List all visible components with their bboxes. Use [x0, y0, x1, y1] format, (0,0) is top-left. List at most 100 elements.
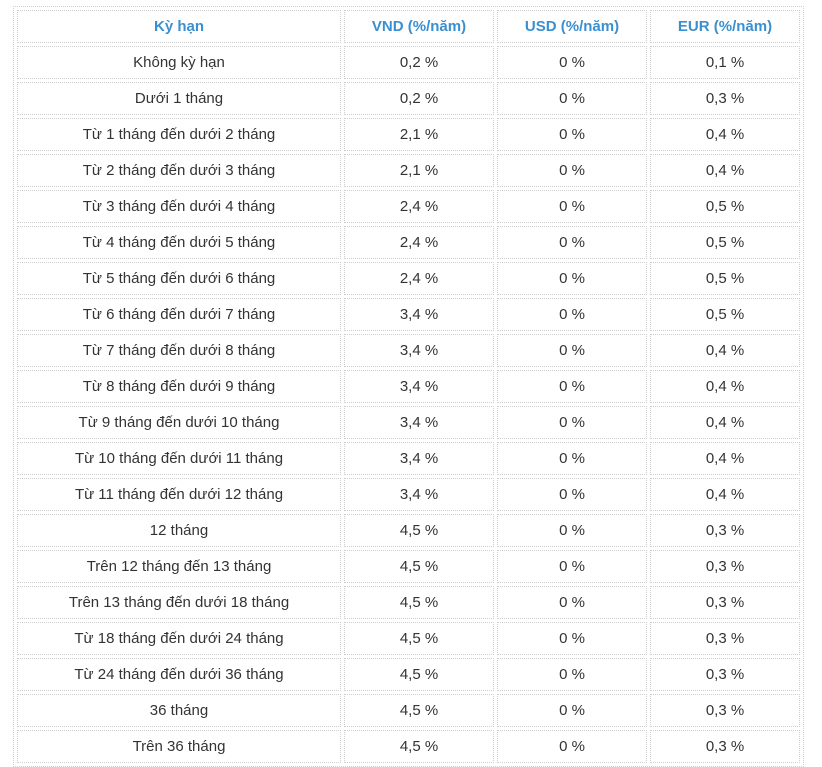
eur-rate-cell: 0,3 % [650, 586, 800, 619]
term-cell: Từ 7 tháng đến dưới 8 tháng [17, 334, 341, 367]
term-cell: Từ 11 tháng đến dưới 12 tháng [17, 478, 341, 511]
vnd-rate-cell: 3,4 % [344, 406, 494, 439]
usd-rate-cell: 0 % [497, 82, 647, 115]
usd-rate-cell: 0 % [497, 46, 647, 79]
term-cell: Từ 10 tháng đến dưới 11 tháng [17, 442, 341, 475]
vnd-rate-cell: 4,5 % [344, 514, 494, 547]
term-cell: Từ 6 tháng đến dưới 7 tháng [17, 298, 341, 331]
vnd-rate-cell: 2,4 % [344, 262, 494, 295]
usd-rate-cell: 0 % [497, 298, 647, 331]
vnd-rate-cell: 2,4 % [344, 226, 494, 259]
term-cell: Từ 3 tháng đến dưới 4 tháng [17, 190, 341, 223]
term-cell: Từ 4 tháng đến dưới 5 tháng [17, 226, 341, 259]
term-cell: Từ 9 tháng đến dưới 10 tháng [17, 406, 341, 439]
usd-rate-cell: 0 % [497, 730, 647, 763]
vnd-rate-cell: 0,2 % [344, 46, 494, 79]
eur-rate-cell: 0,3 % [650, 550, 800, 583]
eur-rate-cell: 0,4 % [650, 334, 800, 367]
table-row: Trên 12 tháng đến 13 tháng 4,5 % 0 % 0,3 % [17, 550, 800, 583]
vnd-rate-cell: 4,5 % [344, 622, 494, 655]
eur-rate-cell: 0,3 % [650, 82, 800, 115]
eur-rate-cell: 0,5 % [650, 298, 800, 331]
eur-rate-cell: 0,4 % [650, 154, 800, 187]
table-row: Từ 10 tháng đến dưới 11 tháng 3,4 % 0 % 0,4… [17, 442, 800, 475]
usd-rate-cell: 0 % [497, 658, 647, 691]
term-cell: Từ 1 tháng đến dưới 2 tháng [17, 118, 341, 151]
vnd-rate-cell: 3,4 % [344, 478, 494, 511]
vnd-rate-cell: 3,4 % [344, 334, 494, 367]
usd-rate-cell: 0 % [497, 550, 647, 583]
usd-rate-cell: 0 % [497, 406, 647, 439]
table-row: Từ 6 tháng đến dưới 7 tháng 3,4 % 0 % 0,5 % [17, 298, 800, 331]
vnd-rate-cell: 0,2 % [344, 82, 494, 115]
vnd-rate-cell: 2,1 % [344, 154, 494, 187]
usd-rate-cell: 0 % [497, 190, 647, 223]
table-row: 36 tháng 4,5 % 0 % 0,3 % [17, 694, 800, 727]
usd-rate-cell: 0 % [497, 586, 647, 619]
eur-rate-cell: 0,4 % [650, 406, 800, 439]
header-usd: USD (%/năm) [497, 10, 647, 43]
term-cell: Dưới 1 tháng [17, 82, 341, 115]
table-row: Từ 4 tháng đến dưới 5 tháng 2,4 % 0 % 0,5 % [17, 226, 800, 259]
table-row: Không kỳ hạn 0,2 % 0 % 0,1 % [17, 46, 800, 79]
eur-rate-cell: 0,4 % [650, 370, 800, 403]
usd-rate-cell: 0 % [497, 478, 647, 511]
eur-rate-cell: 0,5 % [650, 262, 800, 295]
table-row: Từ 18 tháng đến dưới 24 tháng 4,5 % 0 % 0,3… [17, 622, 800, 655]
eur-rate-cell: 0,1 % [650, 46, 800, 79]
vnd-rate-cell: 2,1 % [344, 118, 494, 151]
eur-rate-cell: 0,5 % [650, 190, 800, 223]
table-row: Từ 7 tháng đến dưới 8 tháng 3,4 % 0 % 0,4 % [17, 334, 800, 367]
eur-rate-cell: 0,5 % [650, 226, 800, 259]
term-cell: Từ 8 tháng đến dưới 9 tháng [17, 370, 341, 403]
usd-rate-cell: 0 % [497, 154, 647, 187]
usd-rate-cell: 0 % [497, 442, 647, 475]
header-eur: EUR (%/năm) [650, 10, 800, 43]
eur-rate-cell: 0,3 % [650, 694, 800, 727]
eur-rate-cell: 0,4 % [650, 478, 800, 511]
usd-rate-cell: 0 % [497, 226, 647, 259]
term-cell: Trên 12 tháng đến 13 tháng [17, 550, 341, 583]
vnd-rate-cell: 2,4 % [344, 190, 494, 223]
table-row: Từ 8 tháng đến dưới 9 tháng 3,4 % 0 % 0,4 % [17, 370, 800, 403]
table-row: Từ 2 tháng đến dưới 3 tháng 2,1 % 0 % 0,4 % [17, 154, 800, 187]
term-cell: 12 tháng [17, 514, 341, 547]
term-cell: 36 tháng [17, 694, 341, 727]
table-row: Từ 11 tháng đến dưới 12 tháng 3,4 % 0 % 0,4… [17, 478, 800, 511]
term-cell: Trên 13 tháng đến dưới 18 tháng [17, 586, 341, 619]
table-row: Từ 5 tháng đến dưới 6 tháng 2,4 % 0 % 0,5 % [17, 262, 800, 295]
usd-rate-cell: 0 % [497, 622, 647, 655]
term-cell: Từ 24 tháng đến dưới 36 tháng [17, 658, 341, 691]
term-cell: Từ 18 tháng đến dưới 24 tháng [17, 622, 341, 655]
rates-table-container: Kỳ hạn VND (%/năm) USD (%/năm) EUR (%/nă… [13, 6, 804, 767]
table-row: Trên 13 tháng đến dưới 18 tháng 4,5 % 0 % 0… [17, 586, 800, 619]
eur-rate-cell: 0,4 % [650, 442, 800, 475]
interest-rate-table: Kỳ hạn VND (%/năm) USD (%/năm) EUR (%/nă… [13, 6, 804, 767]
vnd-rate-cell: 3,4 % [344, 298, 494, 331]
table-row: Từ 1 tháng đến dưới 2 tháng 2,1 % 0 % 0,4 % [17, 118, 800, 151]
vnd-rate-cell: 3,4 % [344, 442, 494, 475]
table-body: Không kỳ hạn 0,2 % 0 % 0,1 % Dưới 1 tháng 0,2… [17, 46, 800, 763]
term-cell: Trên 36 tháng [17, 730, 341, 763]
table-row: Từ 24 tháng đến dưới 36 tháng 4,5 % 0 % 0,3… [17, 658, 800, 691]
table-row: 12 tháng 4,5 % 0 % 0,3 % [17, 514, 800, 547]
usd-rate-cell: 0 % [497, 262, 647, 295]
vnd-rate-cell: 4,5 % [344, 730, 494, 763]
usd-rate-cell: 0 % [497, 118, 647, 151]
term-cell: Không kỳ hạn [17, 46, 341, 79]
table-row: Dưới 1 tháng 0,2 % 0 % 0,3 % [17, 82, 800, 115]
vnd-rate-cell: 4,5 % [344, 658, 494, 691]
table-row: Từ 9 tháng đến dưới 10 tháng 3,4 % 0 % 0,4 … [17, 406, 800, 439]
eur-rate-cell: 0,4 % [650, 118, 800, 151]
term-cell: Từ 2 tháng đến dưới 3 tháng [17, 154, 341, 187]
usd-rate-cell: 0 % [497, 514, 647, 547]
eur-rate-cell: 0,3 % [650, 622, 800, 655]
table-row: Từ 3 tháng đến dưới 4 tháng 2,4 % 0 % 0,5 % [17, 190, 800, 223]
table-row: Trên 36 tháng 4,5 % 0 % 0,3 % [17, 730, 800, 763]
header-term: Kỳ hạn [17, 10, 341, 43]
vnd-rate-cell: 4,5 % [344, 586, 494, 619]
usd-rate-cell: 0 % [497, 334, 647, 367]
header-vnd: VND (%/năm) [344, 10, 494, 43]
vnd-rate-cell: 4,5 % [344, 694, 494, 727]
eur-rate-cell: 0,3 % [650, 730, 800, 763]
